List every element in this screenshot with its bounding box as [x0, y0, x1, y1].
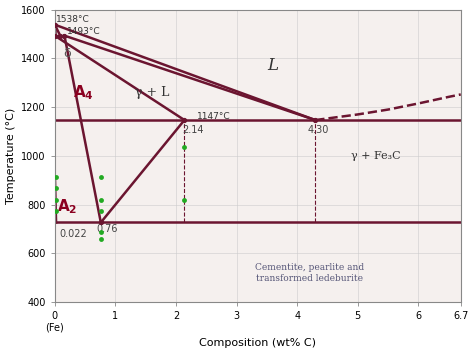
Text: 1493°C: 1493°C [67, 27, 100, 35]
Text: 0.76: 0.76 [96, 224, 118, 234]
Text: 4.30: 4.30 [308, 125, 329, 135]
Y-axis label: Temperature (°C): Temperature (°C) [6, 108, 16, 204]
Text: Cementite, pearlite and
transformed ledeburite: Cementite, pearlite and transformed lede… [255, 263, 364, 283]
Text: 1147°C: 1147°C [197, 112, 231, 121]
Text: 2.14: 2.14 [182, 125, 203, 135]
Text: $\mathbf{A_4}$: $\mathbf{A_4}$ [73, 83, 94, 102]
Text: 0.022: 0.022 [60, 229, 87, 239]
X-axis label: Composition (wt% C): Composition (wt% C) [199, 338, 316, 348]
Text: 1538°C: 1538°C [56, 15, 90, 24]
Text: $\mathbf{A_2}$: $\mathbf{A_2}$ [57, 197, 78, 216]
Text: L: L [267, 57, 278, 74]
Text: δ: δ [63, 47, 71, 61]
Text: γ + Fe₃C: γ + Fe₃C [351, 151, 401, 161]
Text: γ + L: γ + L [135, 86, 169, 99]
